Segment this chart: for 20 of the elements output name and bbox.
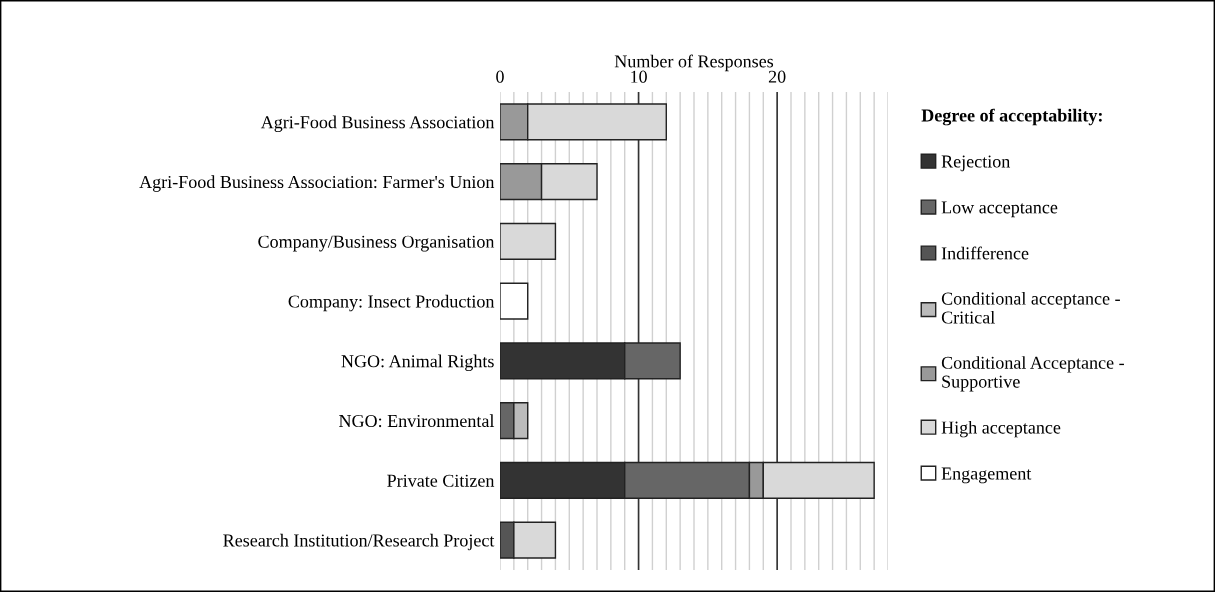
y-tick-label: Private Citizen <box>387 474 495 487</box>
y-tick-label: NGO: Environmental <box>339 414 495 428</box>
legend-label: Indifference <box>941 246 1029 260</box>
y-tick-label: Agri-Food Business Association: Farmer's Union <box>139 175 495 192</box>
legend-label: High acceptance <box>941 420 1061 438</box>
x-tick-label: 20 <box>768 70 786 83</box>
x-tick-label: 10 <box>631 70 647 83</box>
y-tick-label: Company/Business Organisation <box>258 235 495 252</box>
bar <box>500 282 529 320</box>
y-tick-label: Agri-Food Business Association <box>260 115 495 133</box>
legend-title: Degree of acceptability: <box>921 108 1102 126</box>
x-tick-label: 0 <box>496 70 504 83</box>
legend-label: Engagement <box>941 467 1032 484</box>
legend-label: Conditional acceptance - Critical <box>941 292 1120 324</box>
y-tick-label: Company: Insect Production <box>288 294 495 312</box>
y-tick-label: Research Institution/Research Project <box>223 533 495 551</box>
legend-label: Conditional Acceptance - Supportive <box>941 356 1124 392</box>
legend-label: Rejection <box>941 155 1011 172</box>
legend-label: Low acceptance <box>941 201 1058 218</box>
y-tick-label: NGO: Animal Rights <box>341 354 494 372</box>
